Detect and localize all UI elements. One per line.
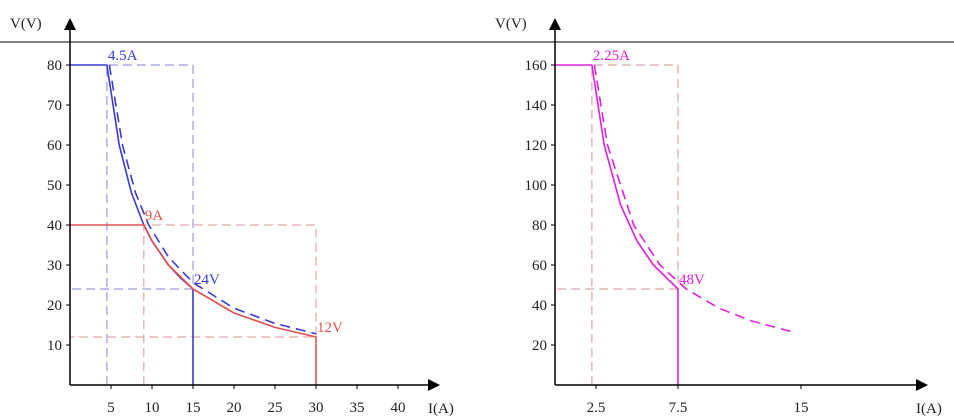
y-tick-label: 40: [532, 298, 547, 314]
chart-right: I(A) V(V) 2.5 7.5 15 20 40 60 80 100 120 140 160 2.25…: [495, 16, 942, 417]
chart-left: I(A) V(V) 5 10 15 20 25 30 35 40 10 20 30 40 50 60 70 80 4…: [10, 16, 454, 417]
data-annotation: 12V: [317, 320, 343, 336]
guide-line-0: [555, 64, 679, 385]
x-tick-label: 15: [794, 400, 809, 416]
y-axis-label: V(V): [495, 16, 527, 32]
data-annotation: 48V: [679, 272, 705, 288]
data-annotation: 2.25A: [593, 48, 630, 64]
guide-line-0: [70, 64, 194, 385]
guide-line-1: [70, 224, 317, 385]
y-tick-label: 100: [525, 178, 548, 194]
series-line-0: [555, 64, 679, 385]
x-axis-arrow: [428, 379, 440, 391]
x-tick-label: 7.5: [669, 400, 688, 416]
x-axis-label: I(A): [916, 401, 942, 417]
x-axis-label: I(A): [428, 401, 454, 417]
y-tick-label: 60: [532, 258, 547, 274]
y-tick-label: 40: [47, 218, 62, 234]
series-line-1: [593, 64, 794, 333]
x-tick-label: 10: [145, 400, 160, 416]
data-annotation: 4.5A: [108, 48, 138, 64]
y-tick-label: 20: [47, 298, 62, 314]
x-tick-label: 25: [268, 400, 283, 416]
y-tick-label: 20: [532, 338, 547, 354]
series-line-2: [70, 224, 317, 385]
x-tick-label: 20: [227, 400, 242, 416]
y-tick-label: 60: [47, 138, 62, 154]
data-annotation: 24V: [194, 272, 220, 288]
y-axis-arrow: [549, 18, 561, 30]
y-axis-label: V(V): [10, 16, 42, 32]
y-tick-label: 10: [47, 338, 62, 354]
y-tick-label: 80: [47, 58, 62, 74]
x-tick-label: 40: [391, 400, 406, 416]
x-tick-label: 5: [107, 400, 115, 416]
x-tick-label: 2.5: [587, 400, 606, 416]
series-line-1: [108, 64, 317, 335]
y-tick-label: 30: [47, 258, 62, 274]
x-tick-label: 30: [309, 400, 324, 416]
y-tick-label: 80: [532, 218, 547, 234]
y-tick-label: 140: [525, 98, 548, 114]
y-tick-label: 160: [525, 58, 548, 74]
data-annotation: 9A: [145, 208, 164, 224]
x-tick-label: 15: [186, 400, 201, 416]
y-axis-arrow: [64, 18, 76, 30]
y-tick-label: 120: [525, 138, 548, 154]
x-tick-label: 35: [350, 400, 365, 416]
y-tick-label: 50: [47, 178, 62, 194]
x-axis-arrow: [916, 379, 928, 391]
y-tick-label: 70: [47, 98, 62, 114]
